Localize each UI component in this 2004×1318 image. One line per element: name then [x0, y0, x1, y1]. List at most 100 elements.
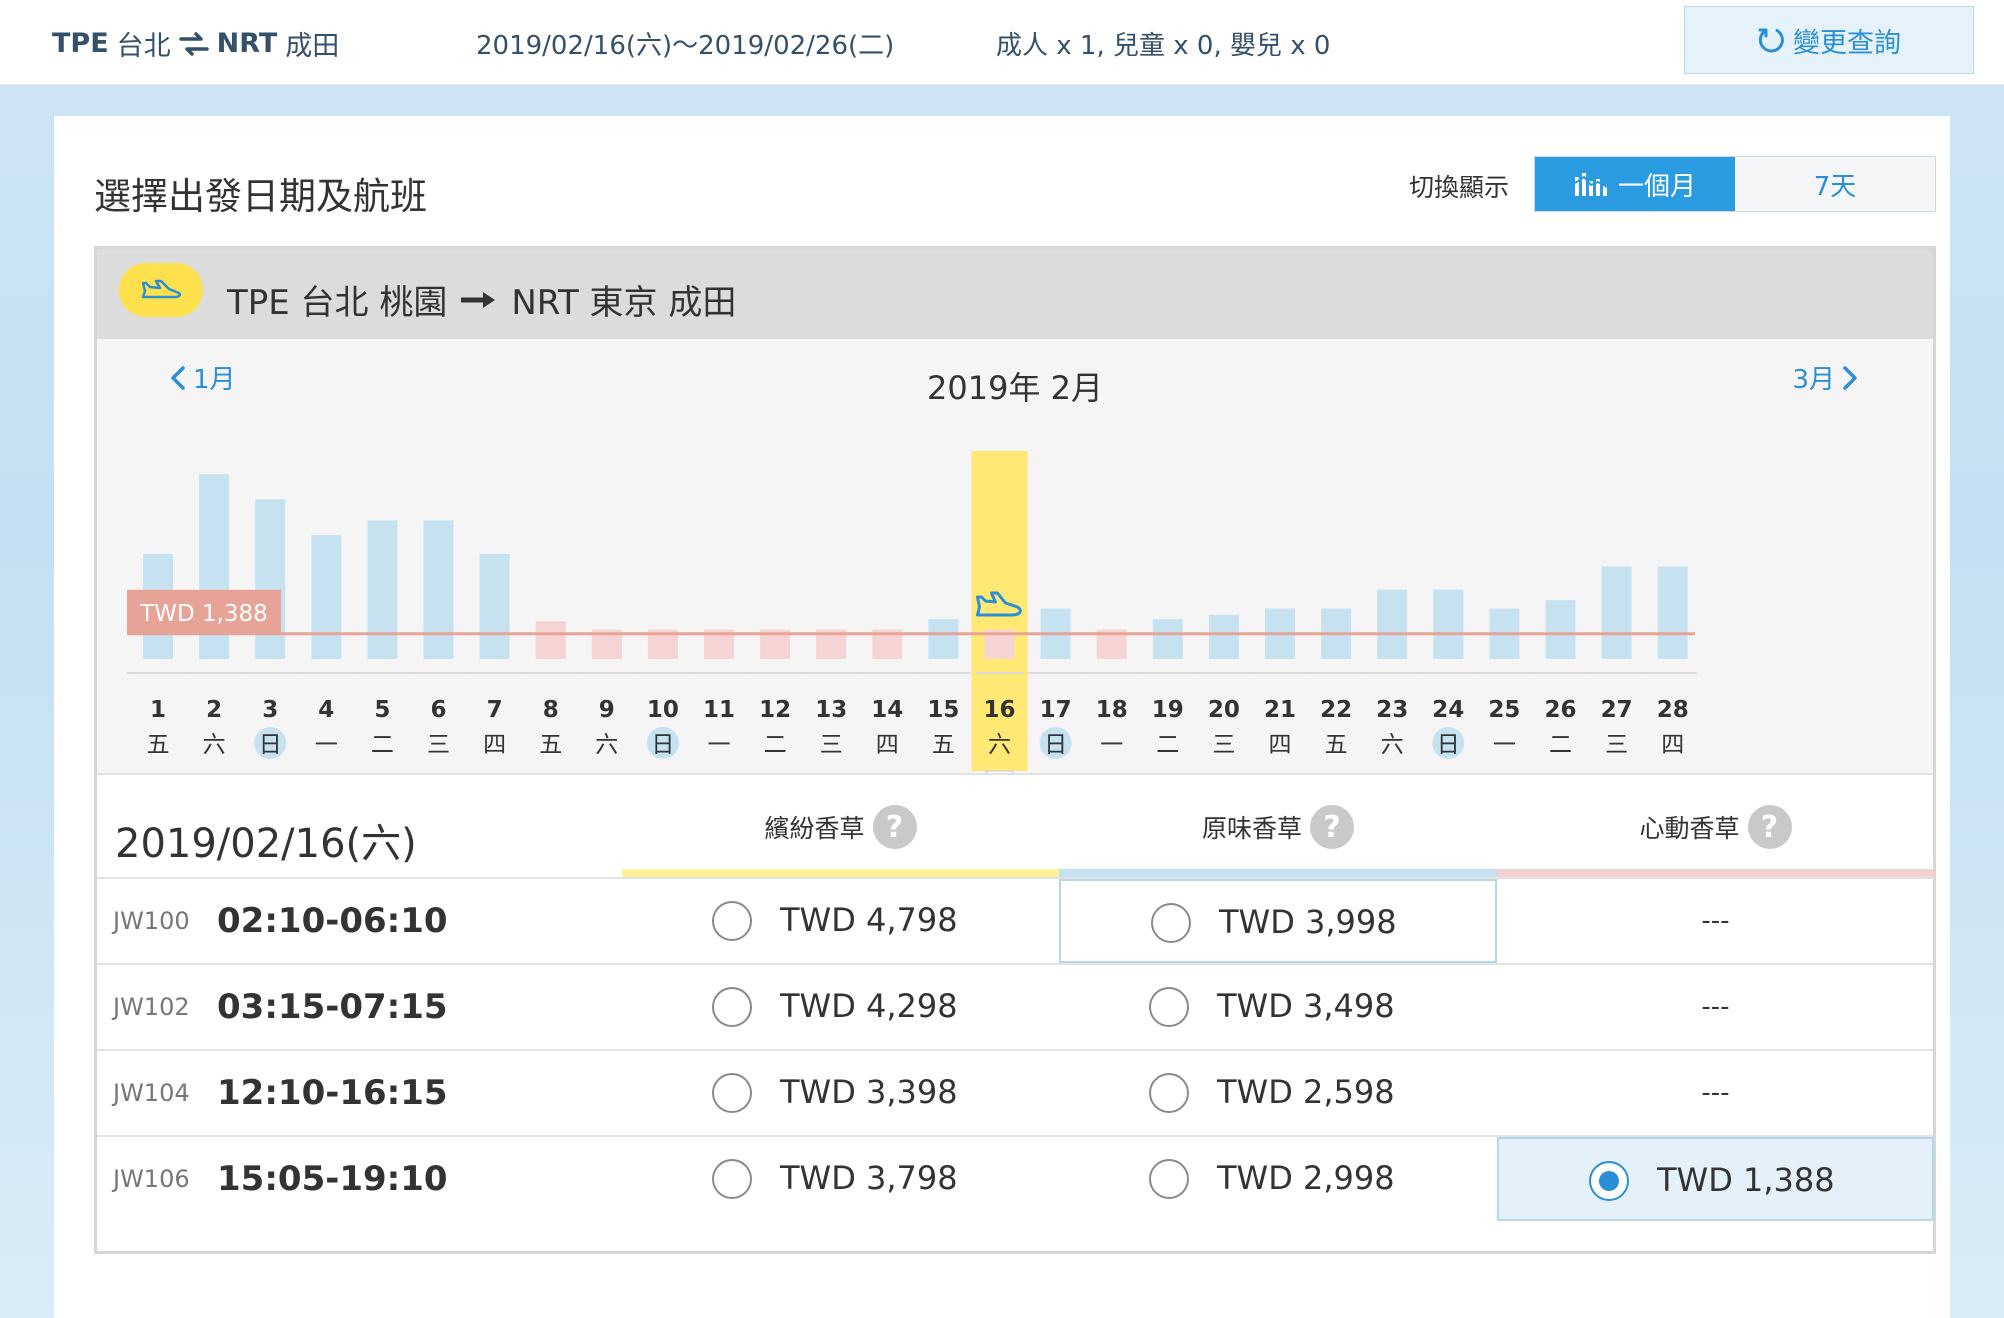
day-number-22[interactable]: 22 [1320, 697, 1352, 723]
fare-cell: --- [1497, 1051, 1934, 1135]
day-number-19[interactable]: 19 [1152, 697, 1184, 723]
fare-radio[interactable] [1149, 1073, 1189, 1113]
weekday-label-2: 六 [203, 732, 226, 758]
day-number-14[interactable]: 14 [871, 697, 903, 723]
dest-name: 成田 [285, 31, 340, 62]
weekday-label-6: 三 [427, 732, 450, 758]
day-number-4[interactable]: 4 [318, 697, 334, 723]
day-number-12[interactable]: 12 [759, 697, 791, 723]
fare-radio[interactable] [712, 1073, 752, 1113]
day-number-24[interactable]: 24 [1432, 697, 1464, 723]
fare-type-color-bar [1497, 869, 1934, 879]
fare-price: TWD 3,998 [1219, 903, 1397, 941]
departure-badge [119, 263, 203, 317]
fare-cell[interactable]: TWD 3,798 [622, 1137, 1059, 1221]
day-number-28[interactable]: 28 [1657, 697, 1689, 723]
fare-cell: --- [1497, 879, 1934, 963]
day-number-21[interactable]: 21 [1264, 697, 1296, 723]
weekday-label-27: 三 [1605, 732, 1628, 758]
price-bar-day-6[interactable] [423, 520, 454, 659]
prev-month-button[interactable]: 1月 [169, 359, 236, 396]
help-icon[interactable]: ? [1747, 805, 1792, 849]
day-number-26[interactable]: 26 [1544, 697, 1576, 723]
day-number-15[interactable]: 15 [927, 697, 959, 723]
price-bar-day-5[interactable] [367, 520, 398, 659]
fare-cell[interactable]: TWD 1,388 [1497, 1137, 1934, 1221]
price-bar-day-27[interactable] [1601, 566, 1632, 659]
change-search-button[interactable]: 變更查詢 [1684, 6, 1974, 74]
selected-day-highlight [971, 451, 1028, 771]
day-number-8[interactable]: 8 [543, 697, 559, 723]
prev-month-label: 1月 [193, 365, 236, 395]
fare-cell[interactable]: TWD 3,998 [1059, 879, 1497, 963]
day-number-20[interactable]: 20 [1208, 697, 1240, 723]
day-number-11[interactable]: 11 [703, 697, 735, 723]
fare-cell[interactable]: TWD 4,298 [622, 965, 1059, 1049]
day-number-16[interactable]: 16 [983, 697, 1015, 723]
fare-radio[interactable] [712, 987, 752, 1027]
day-number-2[interactable]: 2 [206, 697, 222, 723]
fare-price: TWD 4,298 [780, 987, 958, 1025]
day-number-23[interactable]: 23 [1376, 697, 1408, 723]
route-summary: TPE 台北 NRT 成田 [52, 24, 339, 63]
day-number-7[interactable]: 7 [487, 697, 503, 723]
day-number-1[interactable]: 1 [150, 697, 166, 723]
price-bar-day-23[interactable] [1377, 589, 1408, 659]
day-number-9[interactable]: 9 [599, 697, 615, 723]
day-number-6[interactable]: 6 [430, 697, 446, 723]
chevron-left-icon [171, 365, 185, 390]
price-bar-day-4[interactable] [311, 535, 342, 659]
day-number-10[interactable]: 10 [647, 697, 679, 723]
price-calendar: 1月 2019年 2月 3月 1 五 2 六 3 日 4 一 5 二 6 三 7 四 8 五 9 六 10 日 11 一 1… [97, 339, 1933, 787]
flight-number: JW100 [113, 907, 190, 935]
flight-panel: TPE 台北 桃園 NRT 東京 成田 1月 2019年 2月 3月 [94, 246, 1936, 1254]
fare-cell[interactable]: TWD 3,398 [622, 1051, 1059, 1135]
weekday-label-15: 五 [932, 732, 955, 758]
lowest-price-label: TWD 1,388 [139, 601, 268, 627]
fare-table-header: 2019/02/16(六) 繽紛香草? 原味香草? 心動香草? [97, 773, 1934, 879]
price-bar-day-15[interactable] [928, 619, 959, 659]
fare-cell[interactable]: TWD 2,998 [1059, 1137, 1497, 1221]
flight-row-JW100: JW100 02:10-06:10 TWD 4,798 TWD 3,998 --- [97, 877, 1933, 963]
fare-radio[interactable] [1151, 903, 1191, 943]
help-icon[interactable]: ? [1310, 805, 1354, 849]
month-title: 2019年 2月 [927, 369, 1103, 407]
weekday-label-5: 二 [371, 732, 394, 758]
day-number-5[interactable]: 5 [374, 697, 390, 723]
price-bar-day-7[interactable] [479, 554, 510, 659]
flight-row-JW104: JW104 12:10-16:15 TWD 3,398 TWD 2,598 --- [97, 1049, 1933, 1135]
price-bar-day-20[interactable] [1208, 614, 1239, 659]
price-bar-day-28[interactable] [1657, 566, 1688, 659]
fare-cell[interactable]: TWD 4,798 [622, 879, 1059, 963]
day-number-25[interactable]: 25 [1488, 697, 1520, 723]
next-month-button[interactable]: 3月 [1792, 359, 1859, 396]
price-bar-day-8[interactable] [535, 621, 566, 659]
route-title: TPE 台北 桃園 NRT 東京 成田 [227, 275, 736, 324]
day-number-18[interactable]: 18 [1096, 697, 1128, 723]
toggle-month-view[interactable]: 一個月 [1535, 157, 1735, 211]
fare-radio[interactable] [712, 901, 752, 941]
fare-cell[interactable]: TWD 3,498 [1059, 965, 1497, 1049]
passenger-count: 成人 x 1, 兒童 x 0, 嬰兒 x 0 [996, 31, 1331, 61]
fare-radio[interactable] [1149, 1159, 1189, 1199]
price-bar-chart: 1 五 2 六 3 日 4 一 5 二 6 三 7 四 8 五 9 六 10 日 11 一 12 二 13 三 14 四 15 五 16 六 1… [127, 451, 1697, 787]
toggle-week-view[interactable]: 7天 [1735, 157, 1935, 211]
fare-cell[interactable]: TWD 2,598 [1059, 1051, 1497, 1135]
origin-code: TPE [52, 28, 109, 59]
price-bar-day-24[interactable] [1433, 589, 1464, 659]
price-bar-day-19[interactable] [1152, 619, 1183, 659]
day-number-13[interactable]: 13 [815, 697, 847, 723]
page-title: 選擇出發日期及航班 [94, 175, 427, 218]
price-bar-day-26[interactable] [1545, 600, 1576, 659]
flight-selection-card: 選擇出發日期及航班 切換顯示 一個月 7天 TPE [54, 116, 1950, 1318]
fare-radio[interactable] [1149, 987, 1189, 1027]
fare-type-name: 心動香草 [1639, 814, 1740, 843]
day-number-3[interactable]: 3 [262, 697, 278, 723]
fare-radio[interactable] [712, 1159, 752, 1199]
day-number-27[interactable]: 27 [1601, 697, 1633, 723]
fare-radio[interactable] [1589, 1161, 1629, 1201]
help-icon[interactable]: ? [872, 805, 917, 849]
day-number-17[interactable]: 17 [1040, 697, 1072, 723]
fare-type-name: 繽紛香草 [764, 814, 865, 843]
weekday-label-24: 日 [1437, 732, 1460, 758]
